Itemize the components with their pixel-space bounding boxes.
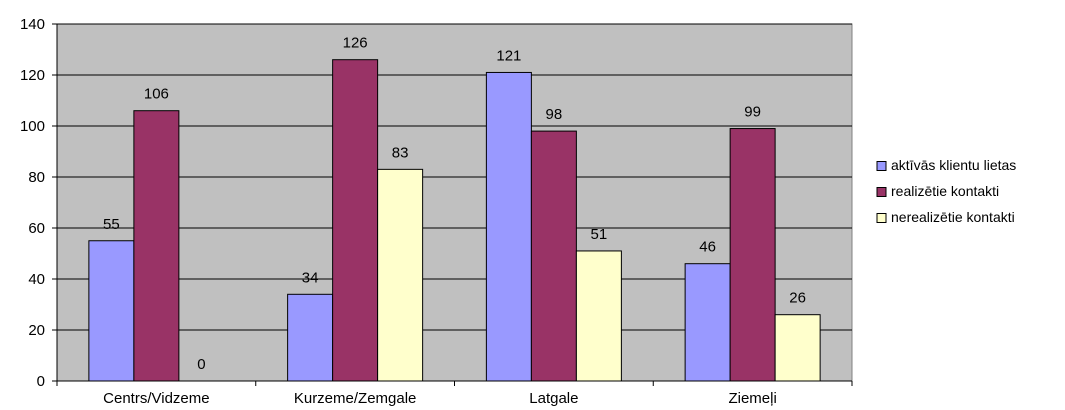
legend: aktīvās klientu lietas realizētie kontakt… [876,157,1016,225]
data-label-1-0: 34 [302,269,319,286]
legend-swatch-1 [876,187,887,197]
legend-swatch-2 [876,213,887,223]
data-label-0-2: 0 [197,356,205,373]
y-tick-label-140: 140 [20,16,45,33]
bar-2-2 [575,250,622,382]
x-tick-label-2: Latgale [529,390,578,407]
data-label-2-1: 98 [546,106,563,123]
bar-3-1 [729,128,776,382]
bar-3-0 [684,263,731,382]
bar-2-1 [530,130,577,382]
data-label-3-0: 46 [699,239,716,256]
data-label-2-2: 51 [591,226,608,243]
y-tick-label-120: 120 [20,67,45,84]
y-tick-label-60: 60 [28,220,45,237]
data-label-2-0: 121 [496,47,521,64]
bar-1-0 [287,293,334,382]
x-tick-label-0: Centrs/Vidzeme [103,390,209,407]
bar-1-2 [377,168,424,382]
bar-0-0 [88,240,135,382]
x-tick-label-1: Kurzeme/Zemgale [294,390,417,407]
data-label-1-1: 126 [343,35,368,52]
legend-label-2: nerealizētie kontakti [891,209,1015,225]
y-tick-label-0: 0 [37,373,45,390]
legend-swatch-0 [876,161,887,171]
x-tick-label-3: Ziemeļi [728,390,776,407]
data-label-3-2: 26 [789,290,806,307]
y-tick-label-80: 80 [28,169,45,186]
bars [88,59,821,382]
bar-0-1 [133,110,180,382]
data-label-1-2: 83 [392,144,409,161]
data-label-3-1: 99 [744,104,761,121]
y-tick-label-40: 40 [28,271,45,288]
data-labels: 55 106 0 34 126 83 121 98 51 46 99 26 [103,35,806,373]
y-tick-label-100: 100 [20,118,45,135]
legend-label-1: realizētie kontakti [891,183,999,199]
data-label-0-0: 55 [103,216,120,233]
bar-3-2 [774,314,821,382]
data-label-0-1: 106 [144,86,169,103]
bar-1-1 [332,59,379,382]
axes: 0 20 40 60 80 100 120 140 Centrs/Vidzeme Kurzeme/… [20,16,853,407]
bar-2-0 [485,71,532,382]
legend-label-0: aktīvās klientu lietas [891,157,1016,173]
y-tick-label-20: 20 [28,322,45,339]
